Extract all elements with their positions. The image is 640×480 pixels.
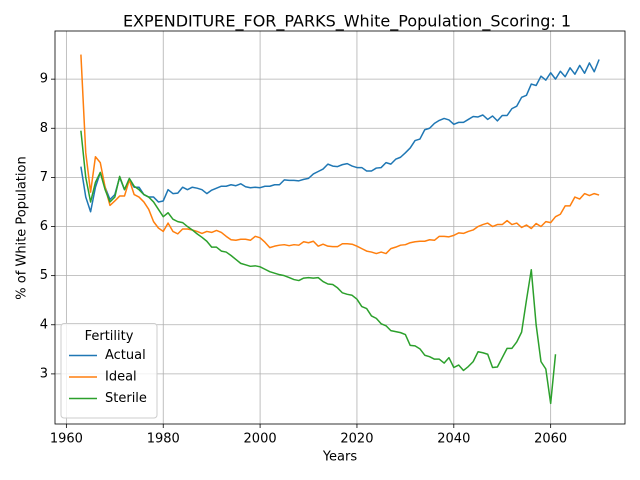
- y-axis-label: % of White Population: [15, 156, 30, 299]
- legend: Fertility Actual Ideal Sterile: [60, 323, 158, 419]
- chart-title: EXPENDITURE_FOR_PARKS_White_Population_S…: [123, 12, 571, 32]
- y-tick-label: 3: [40, 366, 48, 381]
- legend-title: Fertility: [85, 329, 134, 344]
- y-tick-label: 9: [40, 72, 48, 87]
- y-tick-label: 4: [40, 317, 48, 332]
- x-tick-label: 2060: [534, 432, 567, 447]
- legend-label: Ideal: [105, 370, 137, 385]
- x-tick-label: 2040: [437, 432, 470, 447]
- x-tick-label: 2020: [340, 432, 373, 447]
- x-tick-label: 2000: [244, 432, 277, 447]
- y-tick-label: 5: [40, 268, 48, 283]
- legend-label: Sterile: [105, 391, 147, 406]
- y-tick-label: 8: [40, 121, 48, 136]
- y-tick-label: 7: [40, 170, 48, 185]
- y-tick-label: 6: [40, 219, 48, 234]
- x-tick-label: 1980: [147, 432, 180, 447]
- plot-frame: [54, 30, 626, 425]
- x-tick-label: 1960: [50, 432, 83, 447]
- legend-label: Actual: [105, 348, 146, 363]
- series-line: [80, 54, 600, 255]
- x-axis-label: Years: [322, 450, 358, 465]
- series-line: [80, 130, 557, 405]
- grid: [55, 31, 625, 424]
- legend-box: [60, 323, 158, 419]
- series-line: [80, 59, 600, 213]
